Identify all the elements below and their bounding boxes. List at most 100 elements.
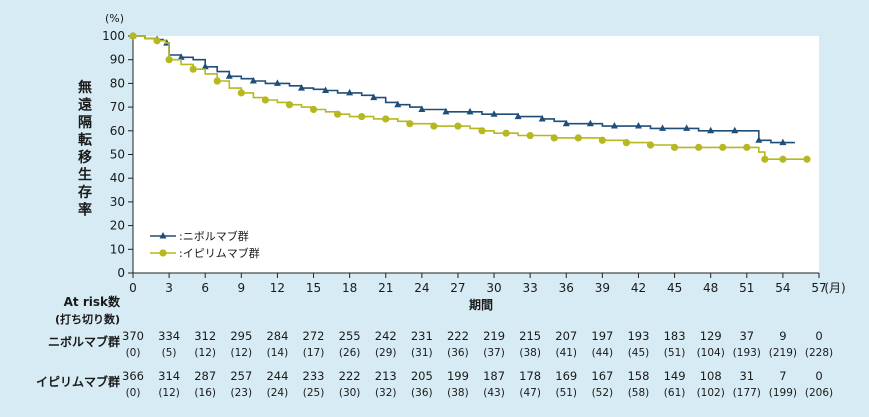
series-point-circle (743, 143, 751, 151)
risk-censored: (24) (267, 387, 289, 399)
series-point-triangle (731, 126, 739, 134)
y-tick-label: 0 (117, 266, 125, 280)
y-tick-label: 100 (102, 29, 125, 43)
risk-censored: (51) (664, 347, 686, 359)
y-tick-label: 30 (110, 195, 125, 209)
series-point-triangle (490, 110, 498, 117)
series-point-circle (550, 134, 558, 142)
risk-count: 183 (664, 329, 686, 343)
x-tick-label: 30 (486, 281, 501, 295)
series-point-triangle (297, 84, 305, 91)
risk-count: 244 (266, 369, 288, 383)
series-point-circle (237, 89, 245, 97)
series-point-circle (213, 77, 221, 85)
x-tick-label: 39 (595, 281, 610, 295)
series-point-circle (779, 155, 787, 163)
risk-censored: (206) (805, 387, 833, 399)
risk-count: 255 (339, 329, 361, 343)
risk-censored: (51) (555, 387, 577, 399)
x-tick-label: 12 (270, 281, 285, 295)
legend-label: :ニボルマブ群 (179, 229, 249, 243)
y-tick-label: 70 (110, 100, 125, 114)
series-point-triangle (177, 53, 185, 60)
series-point-triangle (610, 122, 618, 129)
series-point-circle (333, 110, 342, 118)
x-tick-label: 15 (306, 281, 321, 295)
risk-row-label: イピリムマブ群 (36, 374, 120, 389)
y-tick-label: 50 (110, 148, 125, 162)
risk-censored: (0) (126, 347, 141, 359)
risk-censored: (44) (592, 347, 614, 359)
risk-count: 284 (266, 329, 288, 343)
risk-count: 314 (158, 369, 180, 383)
series-point-circle (478, 127, 486, 135)
risk-count: 193 (627, 329, 649, 343)
risk-count: 37 (739, 329, 754, 343)
risk-count: 215 (519, 329, 541, 343)
risk-count: 0 (815, 329, 822, 343)
x-tick-label: 9 (237, 281, 245, 295)
risk-censored: (104) (697, 347, 725, 359)
risk-count: 0 (815, 369, 822, 383)
risk-count: 287 (194, 369, 216, 383)
y-tick-label: 90 (110, 53, 125, 67)
risk-count: 31 (739, 369, 754, 383)
series-point-triangle (249, 77, 257, 84)
series-point-triangle (346, 88, 354, 96)
risk-count: 231 (411, 329, 433, 343)
risk-count: 272 (303, 329, 325, 343)
series-point-triangle (370, 93, 378, 101)
risk-count: 199 (447, 369, 469, 383)
x-tick-label: 6 (201, 281, 209, 295)
x-tick-label: 54 (775, 281, 790, 295)
y-tick-label: 80 (110, 76, 125, 90)
risk-count: 169 (555, 369, 577, 383)
risk-count: 158 (627, 369, 649, 383)
x-tick-label: 57 (811, 281, 826, 295)
series-point-circle (285, 101, 294, 109)
series-point-circle (502, 129, 510, 137)
x-tick-label: 36 (559, 281, 574, 295)
risk-censored: (26) (339, 347, 361, 359)
series-point-circle (165, 56, 173, 64)
risk-header-label: At risk数 (64, 294, 121, 309)
risk-censored: (47) (519, 387, 541, 399)
series-point-triangle (659, 124, 667, 131)
risk-censored: (38) (519, 347, 541, 359)
risk-censored: (12) (194, 347, 216, 359)
series-point-triangle (707, 126, 715, 134)
series-point-circle (406, 120, 414, 128)
y-unit-label: (%) (105, 12, 124, 25)
risk-censored: (228) (805, 347, 833, 359)
x-tick-label: 24 (414, 281, 429, 295)
risk-censored: (177) (733, 387, 761, 399)
risk-header-sub: (打ち切り数) (55, 312, 120, 326)
risk-censored: (41) (555, 347, 577, 359)
series-point-triangle (755, 136, 763, 143)
risk-censored: (12) (158, 387, 180, 399)
risk-row-label: ニボルマブ群 (48, 334, 120, 349)
series-point-circle (526, 131, 534, 140)
series-point-circle (430, 122, 438, 130)
series-point-triangle (394, 100, 402, 108)
x-tick-label: 3 (165, 281, 173, 295)
risk-count: 257 (230, 369, 252, 383)
risk-censored: (36) (447, 347, 469, 359)
series-point-circle (129, 32, 137, 40)
y-tick-label: 10 (110, 242, 125, 256)
risk-censored: (0) (126, 387, 141, 399)
risk-count: 219 (483, 329, 505, 343)
risk-censored: (37) (483, 347, 505, 359)
risk-count: 213 (375, 369, 397, 383)
series-point-triangle (634, 122, 642, 129)
series-point-circle (261, 96, 269, 104)
x-tick-label: 45 (667, 281, 682, 295)
series-point-triangle (683, 124, 691, 131)
series-point-circle (695, 143, 703, 151)
risk-censored: (30) (339, 387, 361, 399)
risk-censored: (29) (375, 347, 397, 359)
risk-count: 222 (339, 369, 361, 383)
risk-censored: (31) (411, 347, 433, 359)
x-axis-label: 期間 (469, 297, 493, 312)
